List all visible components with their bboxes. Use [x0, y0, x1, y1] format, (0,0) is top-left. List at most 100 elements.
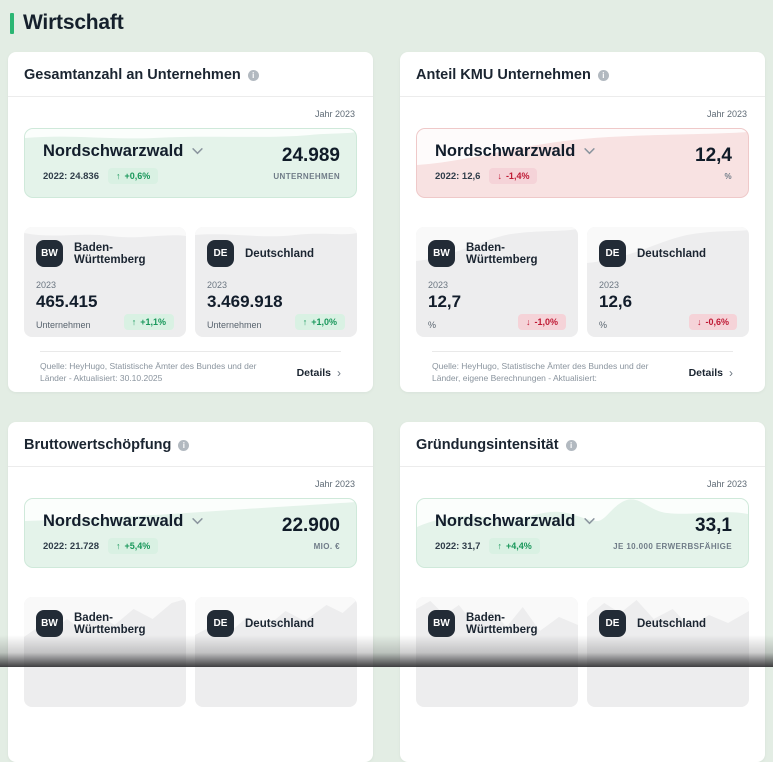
- kpi-value: 22.900: [281, 515, 340, 536]
- sparkline: [416, 227, 578, 261]
- year-label: Jahr 2023: [706, 109, 747, 119]
- sub-card-de: DE Deutschland: [587, 597, 749, 707]
- previous-year-value: 2022: 21.728: [43, 540, 99, 552]
- kpi-unit: MIO. €: [313, 542, 340, 551]
- change-badge: ↑ +1,0%: [294, 314, 345, 330]
- sparkline: [416, 597, 578, 631]
- chevron-down-icon: [192, 148, 203, 155]
- region-code-badge: DE: [599, 610, 626, 637]
- details-link[interactable]: Details ›: [296, 365, 341, 380]
- sub-unit: %: [428, 320, 437, 330]
- region-name: Baden-Württemberg: [74, 241, 146, 266]
- card-title: Gesamtanzahl an Unternehmen: [24, 67, 241, 83]
- region-kpi-row: Nordschwarzwald 2022: 21.728 ↑ +5,4% 22.9…: [24, 498, 357, 568]
- sparkline: [24, 597, 186, 637]
- arrow-up-icon: ↑: [116, 171, 121, 181]
- chevron-right-icon: ›: [729, 365, 733, 380]
- sparkline: [25, 129, 356, 139]
- source-text: Quelle: HeyHugo, Statistische Ämter des …: [40, 361, 257, 383]
- region-selector[interactable]: Nordschwarzwald: [43, 142, 203, 161]
- sub-card-bw: BW Baden-Württemberg: [24, 597, 186, 707]
- page-title-row: Wirtschaft: [10, 11, 765, 35]
- details-link[interactable]: Details ›: [688, 365, 733, 380]
- region-name: Nordschwarzwald: [435, 142, 576, 160]
- arrow-up-icon: ↑: [302, 317, 308, 327]
- sub-value: 3.469.918: [207, 292, 283, 311]
- change-badge: ↑ +0,6%: [108, 168, 159, 184]
- sparkline: [417, 129, 748, 165]
- region-code-badge: DE: [207, 610, 234, 637]
- sub-unit: %: [599, 320, 608, 330]
- region-kpi-row: Nordschwarzwald 2022: 12,6 ↓ -1,4% 12,4 %: [416, 128, 749, 198]
- previous-year-value: 2022: 12,6: [435, 170, 481, 182]
- arrow-up-icon: ↑: [131, 317, 137, 327]
- region-selector[interactable]: Nordschwarzwald: [435, 512, 595, 531]
- change-badge: ↓ -1,4%: [489, 168, 538, 184]
- previous-year-value: 2022: 24.836: [43, 170, 99, 182]
- sub-year: 2023: [207, 280, 228, 290]
- region-kpi-row: Nordschwarzwald 2022: 31,7 ↑ +4,4% 33,1 J…: [416, 498, 749, 568]
- sub-year: 2023: [36, 280, 57, 290]
- card-title: Bruttowertschöpfung: [24, 437, 172, 453]
- arrow-down-icon: ↓: [696, 317, 702, 327]
- sub-value: 12,7: [428, 292, 462, 311]
- region-name: Nordschwarzwald: [435, 512, 576, 530]
- sub-card-bw: BW Baden-Württemberg 2023 465.415 Untern…: [24, 227, 186, 337]
- info-icon[interactable]: i: [565, 439, 577, 451]
- region-code-badge: DE: [599, 240, 626, 267]
- arrow-down-icon: ↓: [525, 317, 531, 327]
- region-name: Deutschland: [637, 617, 707, 630]
- region-selector[interactable]: Nordschwarzwald: [43, 512, 203, 531]
- sub-value: 12,6: [599, 292, 633, 311]
- chevron-down-icon: [584, 148, 595, 155]
- region-name: Nordschwarzwald: [43, 142, 184, 160]
- sub-card-bw: BW Baden-Württemberg 2023 12,7 % ↓ -1,0%: [416, 227, 578, 337]
- sparkline: [24, 227, 186, 238]
- year-label: Jahr 2023: [706, 479, 747, 489]
- year-label: Jahr 2023: [314, 109, 355, 119]
- previous-year-value: 2022: 31,7: [435, 540, 481, 552]
- kpi-unit: UNTERNEHMEN: [273, 172, 340, 181]
- arrow-up-icon: ↑: [497, 541, 502, 551]
- region-code-badge: DE: [207, 240, 234, 267]
- region-name: Baden-Württemberg: [466, 611, 538, 636]
- sub-card-de: DE Deutschland 2023 12,6 % ↓ -0,6%: [587, 227, 749, 337]
- region-name: Deutschland: [637, 247, 707, 260]
- arrow-up-icon: ↑: [116, 541, 121, 551]
- card-bruttowertschoepfung: Bruttowertschöpfung i Jahr 2023 Nordschw…: [8, 422, 373, 762]
- page-title: Wirtschaft: [23, 11, 124, 34]
- card-gesamtanzahl-unternehmen: Gesamtanzahl an Unternehmen i Jahr 2023 …: [8, 52, 373, 392]
- region-code-badge: BW: [428, 240, 455, 267]
- region-code-badge: BW: [428, 610, 455, 637]
- sub-unit: Unternehmen: [36, 320, 91, 330]
- kpi-value: 12,4: [695, 145, 732, 166]
- region-name: Deutschland: [245, 247, 315, 260]
- region-selector[interactable]: Nordschwarzwald: [435, 142, 595, 161]
- info-icon[interactable]: i: [247, 69, 259, 81]
- card-title: Anteil KMU Unternehmen: [416, 67, 591, 83]
- region-code-badge: BW: [36, 240, 63, 267]
- sub-value: 465.415: [36, 292, 98, 311]
- info-icon[interactable]: i: [178, 439, 190, 451]
- region-name: Baden-Württemberg: [466, 241, 538, 266]
- card-anteil-kmu: Anteil KMU Unternehmen i Jahr 2023 Nords…: [400, 52, 765, 392]
- chevron-right-icon: ›: [337, 365, 341, 380]
- year-label: Jahr 2023: [314, 479, 355, 489]
- change-badge: ↑ +5,4%: [108, 538, 159, 554]
- region-name: Nordschwarzwald: [43, 512, 184, 530]
- card-title: Gründungsintensität: [416, 437, 559, 453]
- region-kpi-row: Nordschwarzwald 2022: 24.836 ↑ +0,6% 24.9…: [24, 128, 357, 198]
- info-icon[interactable]: i: [597, 69, 609, 81]
- chevron-down-icon: [192, 518, 203, 525]
- source-text: Quelle: HeyHugo, Statistische Ämter des …: [432, 361, 649, 383]
- sub-year: 2023: [599, 280, 620, 290]
- kpi-unit: %: [724, 172, 732, 181]
- sub-card-de: DE Deutschland 2023 3.469.918 Unternehme…: [195, 227, 357, 337]
- region-code-badge: BW: [36, 610, 63, 637]
- sparkline: [587, 597, 749, 627]
- region-name: Baden-Württemberg: [74, 611, 146, 636]
- change-badge: ↑ +1,1%: [123, 314, 174, 330]
- chevron-down-icon: [584, 518, 595, 525]
- sub-year: 2023: [428, 280, 449, 290]
